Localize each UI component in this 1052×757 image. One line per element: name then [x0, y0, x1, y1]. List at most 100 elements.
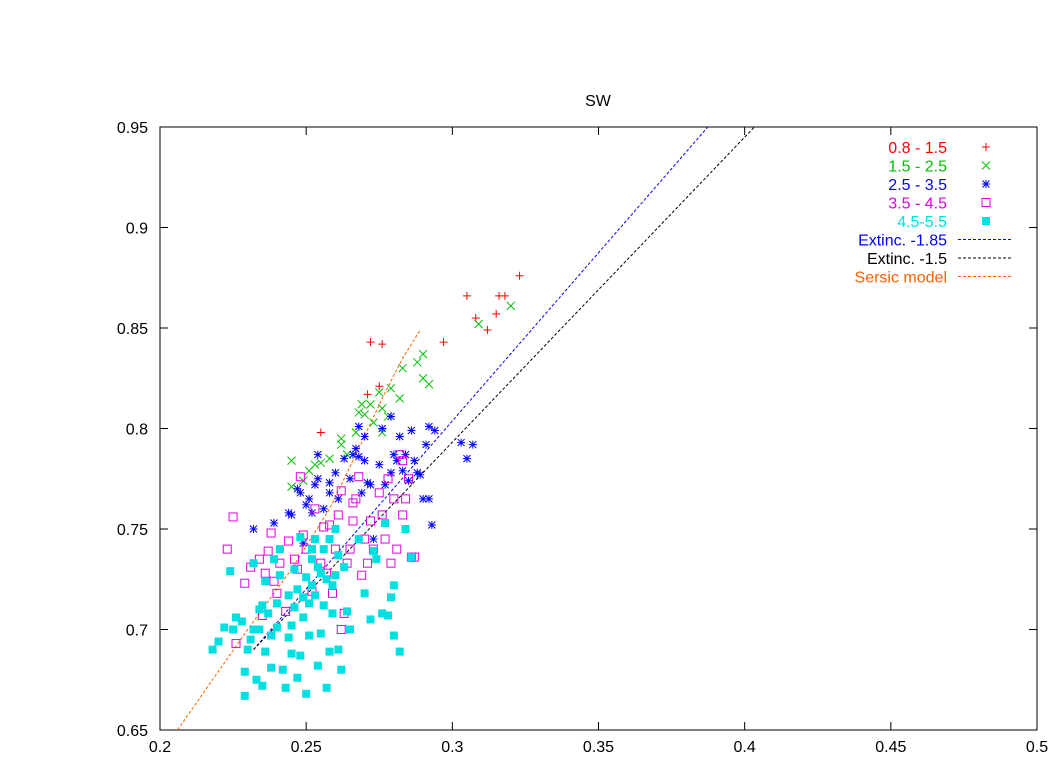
data-point-filled-square — [401, 525, 410, 533]
data-point-star — [427, 520, 436, 529]
legend-label: Sersic model — [855, 270, 947, 287]
data-point-filled-square — [331, 525, 340, 533]
data-point-cross — [981, 161, 991, 170]
data-point-plus — [982, 143, 990, 151]
data-point-star — [363, 478, 372, 487]
data-point-cross — [287, 482, 296, 492]
data-point-filled-square — [322, 575, 331, 584]
data-point-star — [325, 488, 334, 497]
x-tick-label: 0.2 — [149, 739, 171, 756]
data-point-star — [287, 510, 296, 519]
data-point-filled-square — [316, 569, 325, 578]
data-point-cross — [369, 418, 378, 427]
legend-label: Extinc. -1.85 — [858, 233, 947, 250]
data-point-filled-square — [313, 563, 322, 572]
y-tick-label: 0.85 — [117, 321, 148, 338]
data-point-filled-square — [322, 683, 331, 692]
data-point-star — [457, 438, 466, 447]
data-point-filled-square — [310, 591, 319, 600]
data-point-filled-square — [287, 649, 296, 658]
data-point-open-square — [392, 544, 402, 554]
data-point-star — [348, 450, 357, 459]
data-point-open-square — [380, 534, 390, 544]
data-point-filled-square — [337, 665, 346, 674]
data-point-open-square — [269, 576, 279, 586]
data-point-cross — [366, 400, 375, 409]
data-point-filled-square — [240, 691, 249, 700]
data-point-filled-square — [296, 651, 305, 660]
data-point-star — [351, 444, 360, 453]
data-point-open-square — [319, 522, 329, 532]
data-point-open-square — [222, 544, 232, 554]
fit-line — [253, 127, 709, 650]
data-point-filled-square — [386, 593, 395, 602]
data-point-star — [375, 460, 384, 469]
data-point-filled-square — [214, 637, 223, 646]
legend-label: 3.5 - 4.5 — [888, 196, 947, 213]
data-point-star — [310, 480, 319, 489]
data-point-star — [331, 468, 340, 477]
data-point-filled-square — [255, 625, 264, 634]
data-point-star — [366, 480, 375, 489]
data-point-star — [284, 508, 293, 517]
data-point-filled-square — [308, 545, 317, 554]
data-point-filled-square — [407, 553, 416, 562]
data-point-plus — [378, 340, 387, 349]
data-point-open-square — [266, 528, 276, 538]
series-group — [287, 301, 516, 492]
data-point-filled-square — [316, 629, 325, 638]
data-point-cross — [310, 460, 320, 470]
data-point-plus — [500, 291, 509, 300]
data-point-open-square — [336, 486, 346, 496]
data-point-star — [249, 525, 258, 533]
data-point-star — [386, 412, 395, 421]
data-point-filled-square — [272, 623, 281, 632]
series-group — [316, 271, 524, 437]
data-point-plus — [439, 338, 448, 347]
data-point-filled-square — [328, 581, 337, 590]
data-point-open-square — [363, 558, 373, 568]
data-point-open-square — [395, 450, 405, 460]
data-point-plus — [366, 338, 375, 347]
data-point-cross — [325, 454, 334, 464]
data-point-filled-square — [208, 645, 217, 654]
x-tick-label: 0.25 — [291, 739, 322, 756]
data-point-star — [381, 480, 390, 489]
data-point-star — [416, 470, 425, 479]
data-point-filled-square — [360, 589, 369, 598]
data-point-filled-square — [284, 633, 293, 642]
data-point-star — [346, 474, 355, 483]
x-tick-label: 0.3 — [441, 739, 463, 756]
data-point-star — [407, 426, 416, 435]
data-point-cross — [412, 357, 422, 367]
data-point-cross — [287, 456, 296, 466]
data-point-star — [395, 432, 404, 441]
data-point-open-square — [260, 568, 270, 578]
data-point-star — [410, 456, 419, 465]
data-point-star — [299, 539, 308, 548]
data-point-filled-square — [378, 609, 387, 618]
data-point-filled-square — [328, 609, 337, 618]
legend-label: 4.5-5.5 — [897, 214, 947, 231]
data-point-cross — [374, 387, 384, 397]
data-point-filled-square — [982, 217, 990, 225]
data-point-filled-square — [261, 577, 270, 586]
data-point-open-square — [228, 512, 238, 522]
data-point-star — [354, 452, 363, 461]
data-point-filled-square — [389, 581, 398, 590]
data-point-plus — [492, 309, 501, 318]
data-point-filled-square — [261, 647, 270, 656]
y-tick-label: 0.65 — [117, 723, 148, 740]
data-point-filled-square — [331, 571, 340, 580]
data-point-cross — [474, 319, 483, 329]
data-point-filled-square — [272, 599, 281, 608]
data-point-star — [404, 476, 413, 485]
y-tick-label: 0.7 — [126, 623, 148, 640]
data-point-star — [398, 466, 407, 475]
data-point-open-square — [377, 510, 387, 520]
data-point-plus — [375, 382, 384, 391]
data-point-star — [389, 450, 398, 459]
x-axis: 0.2 0.25 0.3 0.35 0.4 0.45 0.5 — [149, 127, 1048, 756]
fit-lines — [177, 127, 756, 730]
data-point-cross — [360, 410, 369, 419]
